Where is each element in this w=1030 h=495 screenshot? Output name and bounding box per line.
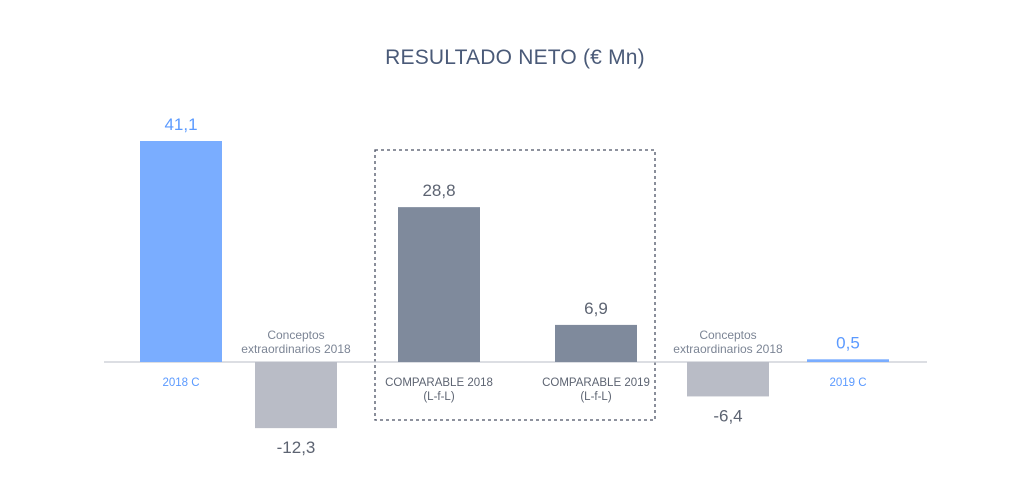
bar (555, 324, 637, 362)
category-label: (L-f-L) (423, 391, 454, 403)
bar-value-label: 28,8 (422, 181, 455, 200)
category-label: (L-f-L) (580, 391, 611, 403)
category-label: COMPARABLE 2019 (542, 377, 650, 389)
category-label: COMPARABLE 2018 (385, 377, 493, 389)
chart-title: RESULTADO NETO (€ Mn) (385, 46, 645, 69)
bar-annotation: extraordinarios 2018 (673, 342, 783, 356)
bar-annotation: extraordinarios 2018 (241, 342, 351, 356)
comparable-highlight-box (374, 149, 656, 421)
bar-value-label: -6,4 (713, 406, 742, 425)
bar (255, 362, 337, 429)
bar-value-label: 0,5 (836, 333, 860, 352)
bar-annotation: Conceptos (699, 328, 756, 342)
bar-annotation: Conceptos (267, 328, 324, 342)
bar (398, 207, 480, 362)
bar-value-label: 6,9 (584, 299, 608, 318)
bar (140, 141, 222, 362)
bar (687, 362, 769, 397)
category-label: 2019 C (829, 377, 866, 389)
bar (807, 359, 889, 362)
bar-value-label: 41,1 (164, 115, 197, 134)
bar-value-label: -12,3 (277, 438, 316, 457)
category-label: 2018 C (162, 377, 199, 389)
